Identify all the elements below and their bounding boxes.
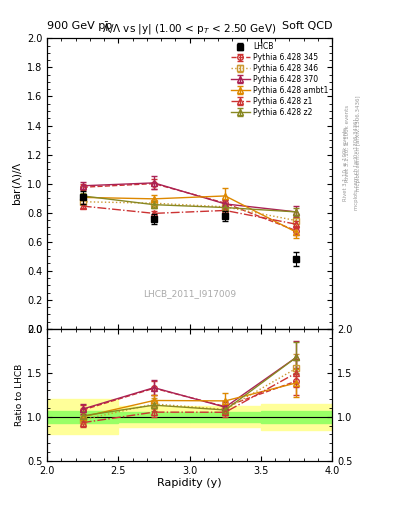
Legend: LHCB, Pythia 6.428 345, Pythia 6.428 346, Pythia 6.428 370, Pythia 6.428 ambt1, : LHCB, Pythia 6.428 345, Pythia 6.428 346… (229, 40, 330, 118)
Bar (47, 399, 118, 434)
Text: mcplots.cern.ch [arXiv:1306.3436]: mcplots.cern.ch [arXiv:1306.3436] (354, 118, 359, 209)
X-axis label: Rapidity (y): Rapidity (y) (157, 478, 222, 488)
Bar (118, 412, 189, 422)
Text: Rivet 3.1.10, ≥ 100k events: Rivet 3.1.10, ≥ 100k events (345, 105, 350, 182)
Bar (189, 406, 261, 428)
Bar (261, 403, 332, 430)
Y-axis label: Ratio to LHCB: Ratio to LHCB (15, 364, 24, 426)
Title: $\bar{\Lambda}/\Lambda$ vs |y| (1.00 < p$_{T}$ < 2.50 GeV): $\bar{\Lambda}/\Lambda$ vs |y| (1.00 < p… (103, 21, 277, 37)
Bar (261, 411, 332, 423)
Bar (118, 406, 189, 428)
Text: Rivet 3.1.10, ≥ 100k events: Rivet 3.1.10, ≥ 100k events (343, 127, 348, 201)
Text: mcplots.cern.ch [arXiv:1306.3436]: mcplots.cern.ch [arXiv:1306.3436] (356, 96, 361, 191)
Bar (189, 412, 261, 422)
Text: LHCB_2011_I917009: LHCB_2011_I917009 (143, 289, 236, 298)
Y-axis label: bar($\Lambda$)/$\Lambda$: bar($\Lambda$)/$\Lambda$ (11, 161, 24, 206)
Bar (47, 411, 118, 423)
Text: 900 GeV pp: 900 GeV pp (47, 21, 112, 31)
Text: Soft QCD: Soft QCD (282, 21, 332, 31)
